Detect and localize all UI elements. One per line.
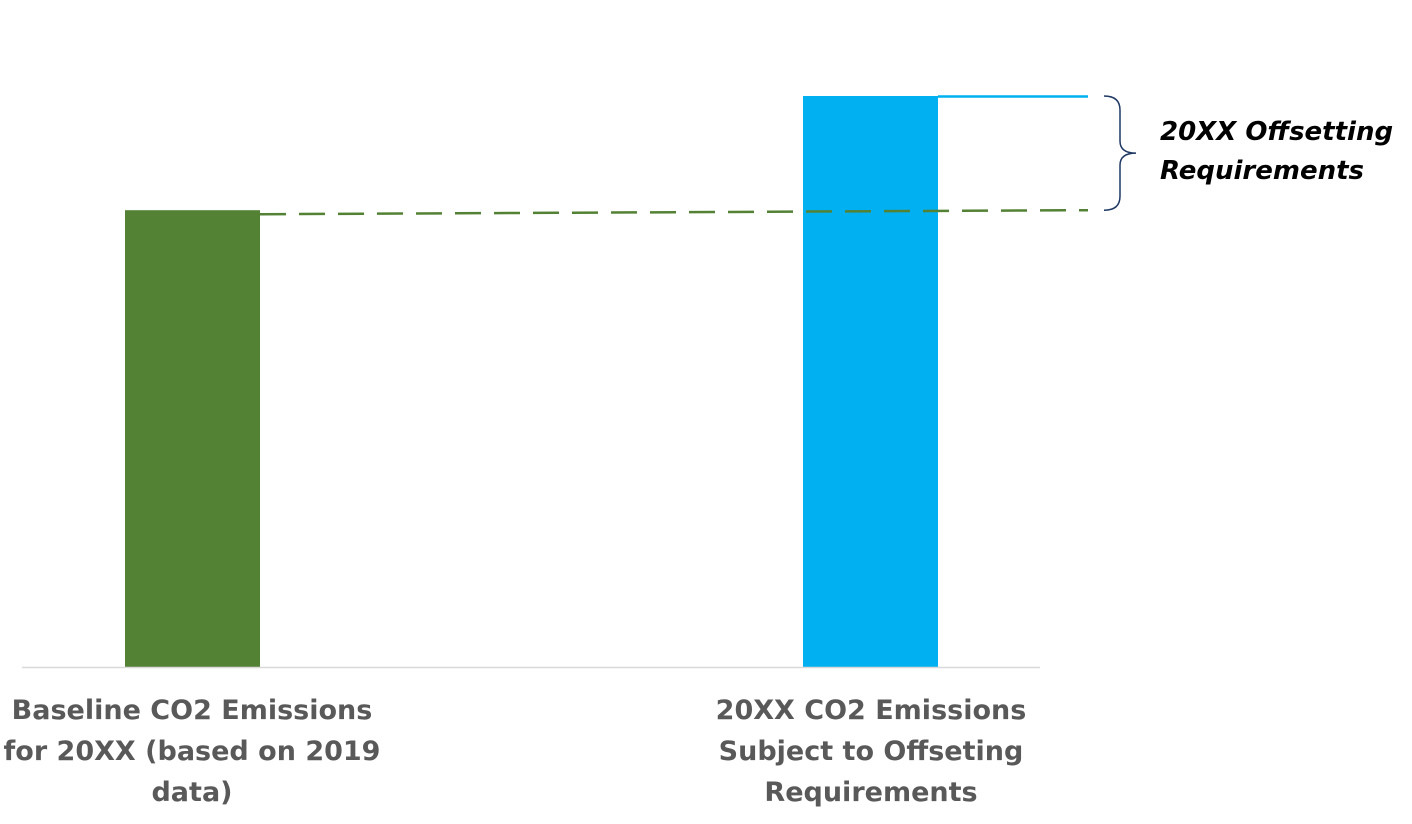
bar-1	[803, 96, 938, 667]
offsetting-requirements-annotation: 20XX Offsetting Requirements	[1160, 117, 1394, 186]
baseline-reference-line	[259, 208, 1089, 216]
bar-0	[125, 210, 260, 667]
x-tick-label-baseline: Baseline CO2 Emissions for 20XX (based o…	[3, 695, 381, 808]
curly-brace	[1103, 95, 1137, 211]
x-tick-label-subject-to-offsetting: 20XX CO2 Emissions Subject to Offseting …	[715, 695, 1027, 808]
